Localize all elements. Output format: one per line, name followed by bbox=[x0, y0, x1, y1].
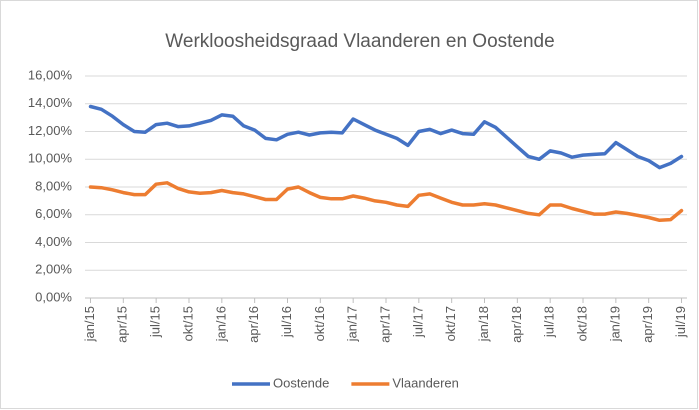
series-line bbox=[88, 104, 684, 170]
legend-label: Vlaanderen bbox=[392, 375, 459, 390]
y-tick-label: 2,00% bbox=[35, 262, 72, 277]
x-tick-label: apr/15 bbox=[115, 306, 130, 343]
x-tick-label: jan/15 bbox=[82, 306, 97, 342]
y-tick-label: 16,00% bbox=[28, 67, 73, 82]
x-tick-label: okt/16 bbox=[312, 306, 327, 341]
x-tick-label: jul/16 bbox=[279, 306, 294, 338]
x-tick-label: jan/16 bbox=[213, 306, 228, 342]
x-tick-label: apr/18 bbox=[509, 306, 524, 343]
y-tick-label: 0,00% bbox=[35, 289, 72, 304]
x-tick-label: jan/18 bbox=[476, 306, 491, 342]
x-tick-label: apr/17 bbox=[377, 306, 392, 343]
x-tick-label: okt/17 bbox=[443, 306, 458, 341]
legend-label: Oostende bbox=[273, 375, 329, 390]
y-tick-label: 4,00% bbox=[35, 234, 72, 249]
y-tick-label: 14,00% bbox=[28, 95, 73, 110]
x-tick-label: jan/19 bbox=[607, 306, 622, 342]
x-tick-label: jul/19 bbox=[673, 306, 688, 338]
series-line bbox=[88, 181, 684, 223]
x-tick-label: okt/15 bbox=[180, 306, 195, 341]
x-tick-label: jul/18 bbox=[542, 306, 557, 338]
x-tick-label: apr/16 bbox=[246, 306, 261, 343]
x-tick-label: okt/18 bbox=[574, 306, 589, 341]
x-tick-label: apr/19 bbox=[640, 306, 655, 343]
chart-title: Werkloosheidsgraad Vlaanderen en Oostend… bbox=[165, 31, 554, 52]
y-tick-label: 8,00% bbox=[35, 178, 72, 193]
x-tick-label: jan/17 bbox=[345, 306, 360, 342]
y-tick-label: 12,00% bbox=[28, 123, 73, 138]
x-tick-label: jul/15 bbox=[148, 306, 163, 338]
y-tick-label: 6,00% bbox=[35, 206, 72, 221]
x-tick-label: jul/17 bbox=[410, 306, 425, 338]
y-tick-label: 10,00% bbox=[28, 151, 73, 166]
